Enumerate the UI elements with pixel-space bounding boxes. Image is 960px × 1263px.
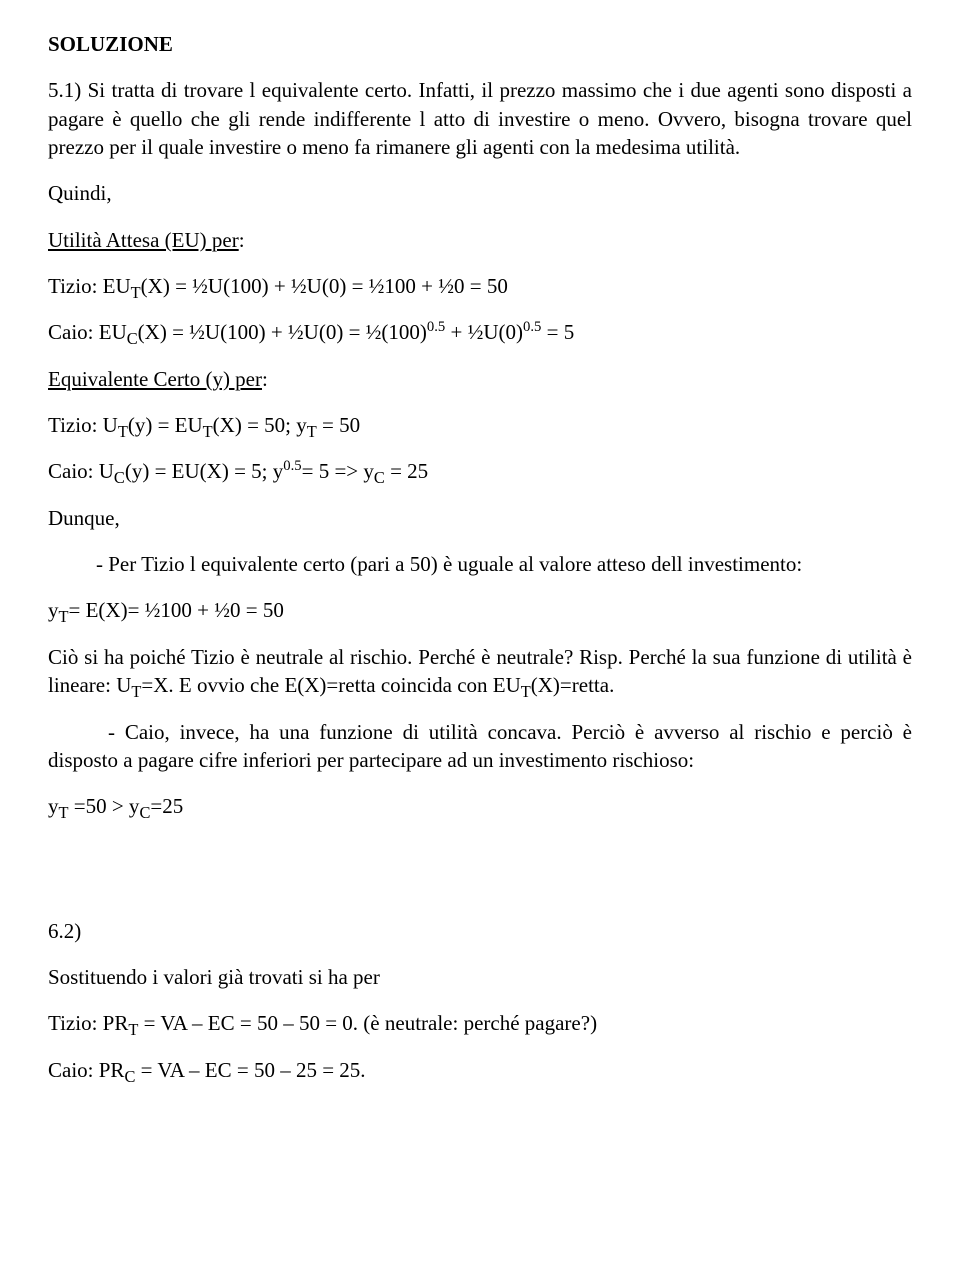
line-yt-ex: yT= E(X)= ½100 + ½0 = 50 [48, 596, 912, 624]
line-yt-yc: yT =50 > yC=25 [48, 792, 912, 820]
line-tizio-pr: Tizio: PRT = VA – EC = 50 – 50 = 0. (è n… [48, 1009, 912, 1037]
heading-utilita-attesa: Utilità Attesa (EU) per: [48, 226, 912, 254]
heading-equivalente-certo: Equivalente Certo (y) per: [48, 365, 912, 393]
line-tizio-eu: Tizio: EUT(X) = ½U(100) + ½U(0) = ½100 +… [48, 272, 912, 300]
paragraph-5-1: 5.1) Si tratta di trovare l equivalente … [48, 76, 912, 161]
paragraph-sostituendo: Sostituendo i valori già trovati si ha p… [48, 963, 912, 991]
paragraph-quindi: Quindi, [48, 179, 912, 207]
line-caio-ec: Caio: UC(y) = EU(X) = 5; y0.5= 5 => yC =… [48, 457, 912, 485]
bullet-caio: - Caio, invece, ha una funzione di utili… [48, 718, 912, 775]
line-caio-eu: Caio: EUC(X) = ½U(100) + ½U(0) = ½(100)0… [48, 318, 912, 346]
line-tizio-ec: Tizio: UT(y) = EUT(X) = 50; yT = 50 [48, 411, 912, 439]
underline-text: Utilità Attesa (EU) per [48, 228, 239, 252]
bullet-tizio: - Per Tizio l equivalente certo (pari a … [118, 550, 912, 578]
heading-6-2: 6.2) [48, 917, 912, 945]
paragraph-neutrale: Ciò si ha poiché Tizio è neutrale al ris… [48, 643, 912, 700]
line-caio-pr: Caio: PRC = VA – EC = 50 – 25 = 25. [48, 1056, 912, 1084]
underline-text: Equivalente Certo (y) per [48, 367, 262, 391]
heading: SOLUZIONE [48, 30, 912, 58]
paragraph-dunque: Dunque, [48, 504, 912, 532]
